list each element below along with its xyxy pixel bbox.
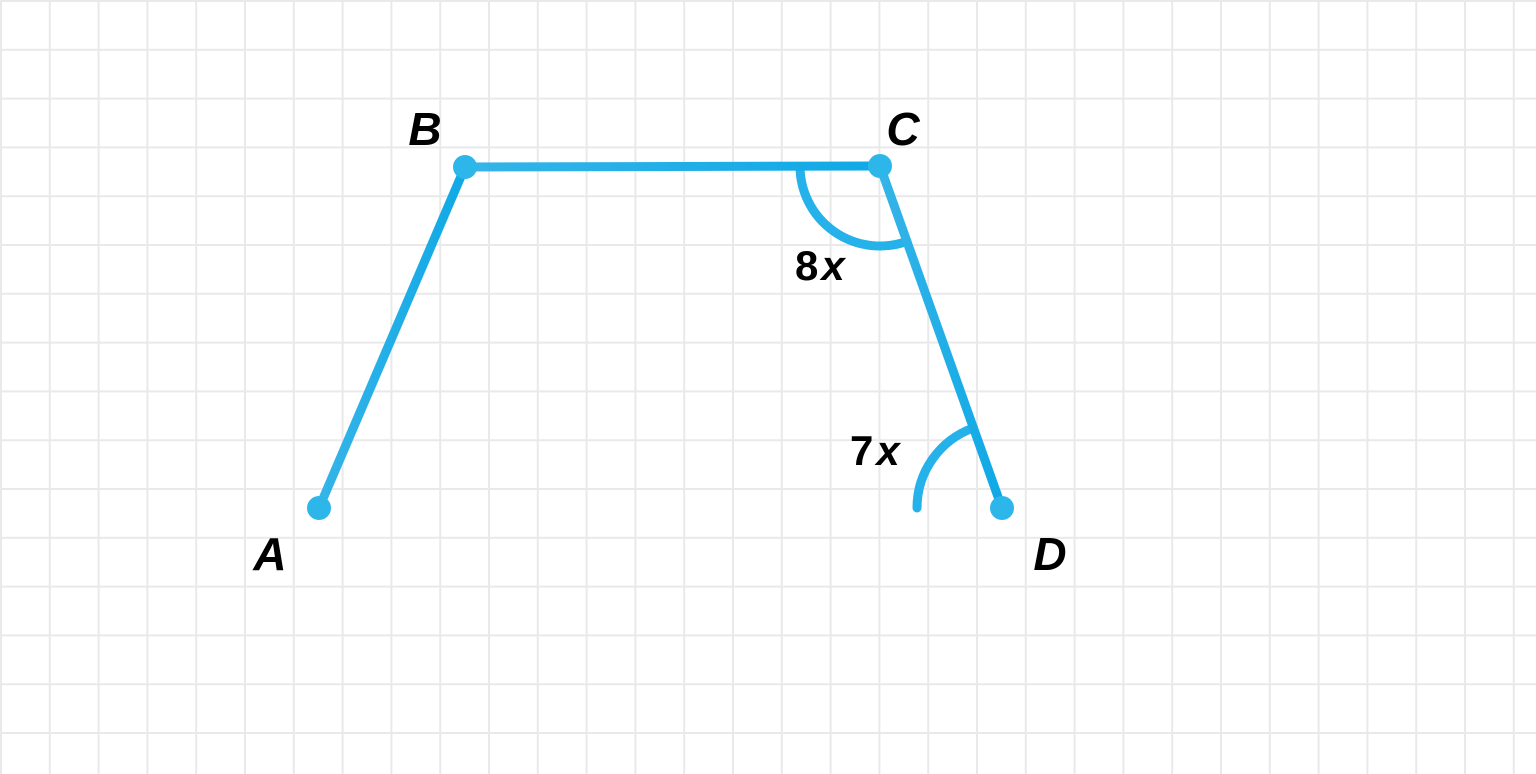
angle-label-c-coef: 8	[795, 242, 818, 289]
vertex-point-c	[868, 154, 892, 178]
angle-label-c: 8x	[795, 242, 846, 289]
angle-label-c-var: x	[819, 242, 846, 289]
vertex-label-b: B	[408, 103, 441, 155]
angle-label-d-var: x	[874, 427, 901, 474]
vertex-point-b	[453, 155, 477, 179]
angle-label-d: 7x	[850, 427, 901, 474]
vertex-points	[307, 154, 1014, 520]
angle-label-d-coef: 7	[850, 427, 873, 474]
geometry-diagram: ABCD8x7x	[0, 0, 1536, 774]
grid	[0, 0, 1536, 774]
vertex-point-a	[307, 496, 331, 520]
vertex-point-d	[990, 496, 1014, 520]
vertex-label-a: A	[252, 528, 286, 580]
vertex-label-c: C	[886, 103, 920, 155]
edge-bc	[465, 166, 880, 167]
vertex-label-d: D	[1033, 528, 1066, 580]
